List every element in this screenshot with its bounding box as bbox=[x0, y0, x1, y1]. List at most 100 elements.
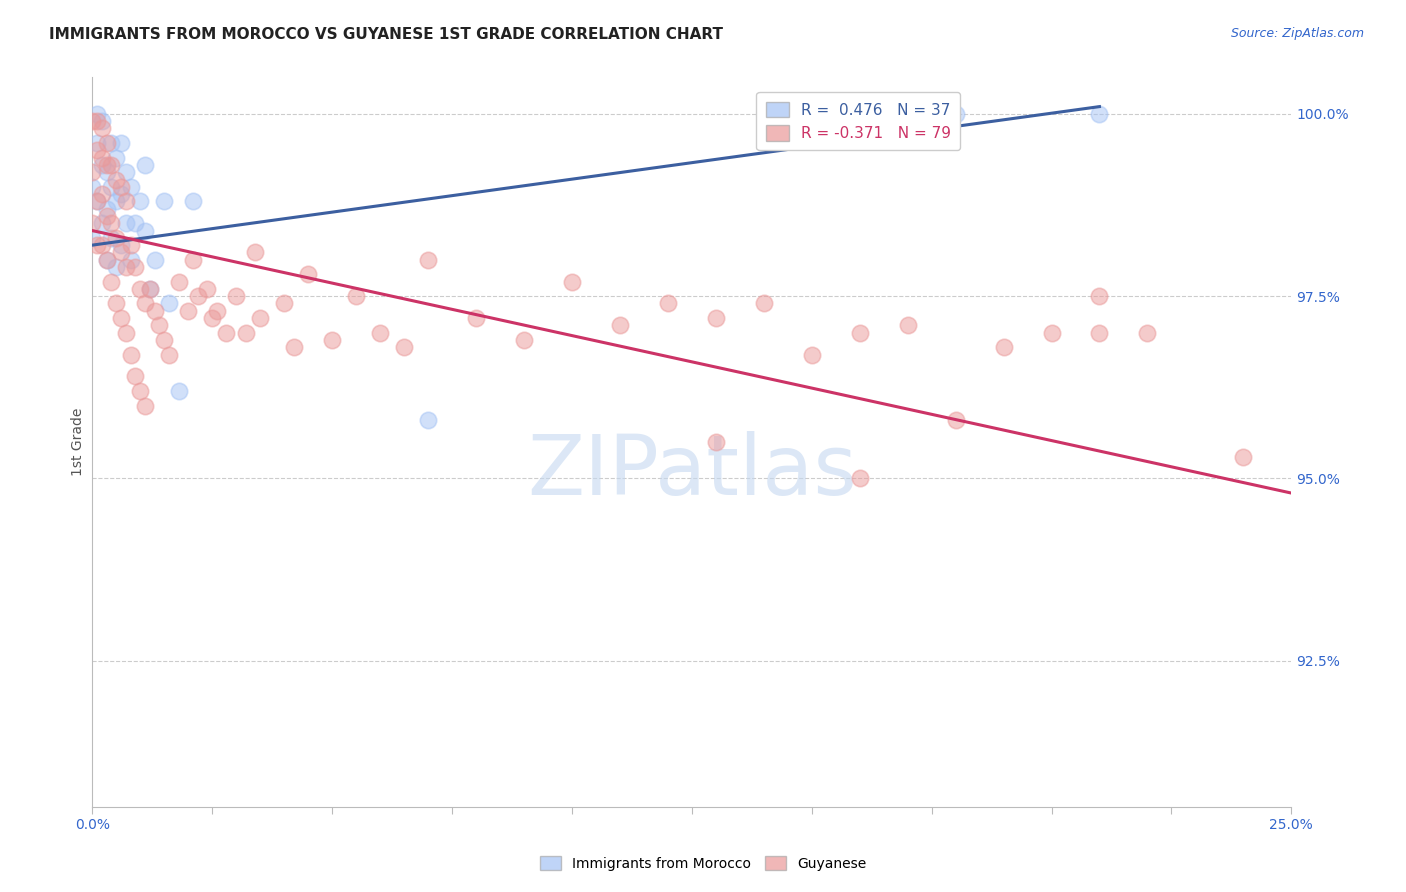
Point bbox=[139, 282, 162, 296]
Point bbox=[100, 231, 122, 245]
Point bbox=[143, 252, 166, 267]
Point bbox=[90, 238, 112, 252]
Point bbox=[283, 340, 305, 354]
Point bbox=[124, 260, 146, 274]
Point bbox=[129, 384, 152, 398]
Point bbox=[114, 326, 136, 340]
Point bbox=[704, 435, 727, 450]
Point bbox=[513, 333, 536, 347]
Point bbox=[148, 318, 170, 333]
Point bbox=[167, 275, 190, 289]
Point bbox=[201, 311, 224, 326]
Point bbox=[114, 194, 136, 209]
Point bbox=[1088, 107, 1111, 121]
Point bbox=[110, 238, 132, 252]
Point bbox=[225, 289, 247, 303]
Point bbox=[245, 245, 267, 260]
Point bbox=[100, 158, 122, 172]
Point bbox=[96, 158, 118, 172]
Text: ZIPatlas: ZIPatlas bbox=[527, 431, 856, 512]
Text: IMMIGRANTS FROM MOROCCO VS GUYANESE 1ST GRADE CORRELATION CHART: IMMIGRANTS FROM MOROCCO VS GUYANESE 1ST … bbox=[49, 27, 723, 42]
Point bbox=[215, 326, 238, 340]
Point bbox=[90, 114, 112, 128]
Point bbox=[945, 107, 967, 121]
Point bbox=[561, 275, 583, 289]
Point bbox=[105, 296, 128, 310]
Point bbox=[100, 216, 122, 230]
Point bbox=[273, 296, 295, 310]
Point bbox=[110, 311, 132, 326]
Point bbox=[96, 252, 118, 267]
Point bbox=[657, 296, 679, 310]
Point bbox=[249, 311, 271, 326]
Point bbox=[416, 252, 439, 267]
Point bbox=[134, 158, 156, 172]
Point bbox=[134, 399, 156, 413]
Point bbox=[114, 260, 136, 274]
Point bbox=[110, 179, 132, 194]
Point bbox=[110, 136, 132, 150]
Point bbox=[139, 282, 162, 296]
Point bbox=[86, 238, 108, 252]
Point bbox=[297, 268, 319, 282]
Point bbox=[344, 289, 367, 303]
Point bbox=[86, 194, 108, 209]
Point bbox=[609, 318, 631, 333]
Point bbox=[752, 296, 775, 310]
Legend: Immigrants from Morocco, Guyanese: Immigrants from Morocco, Guyanese bbox=[534, 850, 872, 876]
Point bbox=[187, 289, 209, 303]
Point bbox=[124, 369, 146, 384]
Point bbox=[96, 202, 118, 216]
Y-axis label: 1st Grade: 1st Grade bbox=[72, 408, 86, 476]
Point bbox=[105, 172, 128, 186]
Point bbox=[416, 413, 439, 427]
Point bbox=[86, 144, 108, 158]
Point bbox=[114, 216, 136, 230]
Point bbox=[134, 223, 156, 237]
Point bbox=[105, 260, 128, 274]
Point bbox=[96, 252, 118, 267]
Point bbox=[96, 165, 118, 179]
Point bbox=[993, 340, 1015, 354]
Point bbox=[90, 158, 112, 172]
Point bbox=[235, 326, 257, 340]
Point bbox=[100, 136, 122, 150]
Point bbox=[100, 275, 122, 289]
Point bbox=[96, 209, 118, 223]
Point bbox=[82, 165, 104, 179]
Point bbox=[157, 347, 180, 361]
Point bbox=[181, 252, 204, 267]
Point bbox=[368, 326, 391, 340]
Point bbox=[120, 347, 142, 361]
Point bbox=[82, 179, 104, 194]
Point bbox=[134, 296, 156, 310]
Point bbox=[1232, 450, 1254, 464]
Point bbox=[897, 318, 920, 333]
Point bbox=[120, 179, 142, 194]
Point bbox=[153, 333, 176, 347]
Point bbox=[181, 194, 204, 209]
Point bbox=[704, 311, 727, 326]
Point bbox=[1088, 289, 1111, 303]
Point bbox=[167, 384, 190, 398]
Point bbox=[96, 136, 118, 150]
Point bbox=[86, 114, 108, 128]
Point bbox=[945, 413, 967, 427]
Point bbox=[90, 216, 112, 230]
Point bbox=[120, 252, 142, 267]
Point bbox=[110, 187, 132, 202]
Point bbox=[124, 216, 146, 230]
Point bbox=[321, 333, 343, 347]
Point bbox=[120, 238, 142, 252]
Point bbox=[82, 231, 104, 245]
Point bbox=[86, 107, 108, 121]
Point bbox=[114, 165, 136, 179]
Point bbox=[90, 121, 112, 136]
Point bbox=[153, 194, 176, 209]
Legend: R =  0.476   N = 37, R = -0.371   N = 79: R = 0.476 N = 37, R = -0.371 N = 79 bbox=[756, 93, 960, 151]
Point bbox=[129, 282, 152, 296]
Point bbox=[1040, 326, 1063, 340]
Point bbox=[800, 347, 823, 361]
Point bbox=[100, 179, 122, 194]
Text: Source: ZipAtlas.com: Source: ZipAtlas.com bbox=[1230, 27, 1364, 40]
